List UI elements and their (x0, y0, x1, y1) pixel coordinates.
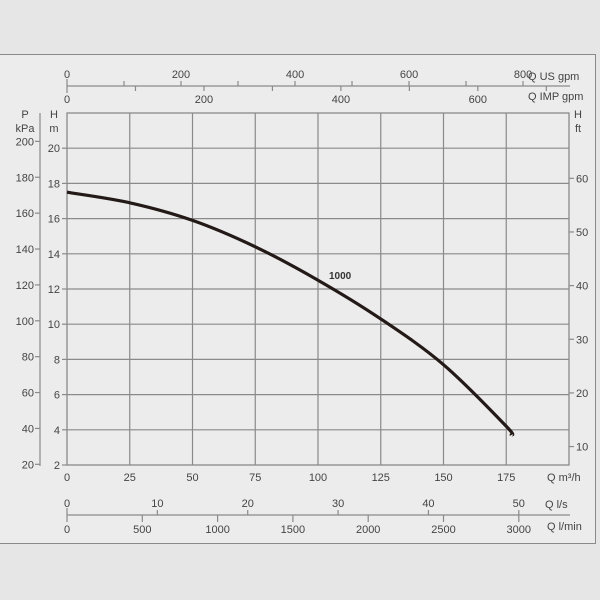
tick-label: 18 (48, 178, 60, 190)
tick-label: 0 (64, 524, 70, 536)
tick-label: 200 (16, 136, 34, 148)
tick-label: 14 (48, 249, 60, 261)
curve-label: 1000 (329, 271, 352, 282)
m-axis-unit: m (49, 123, 58, 135)
tick-label: 40 (422, 498, 434, 510)
q-imp-gpm-axis-label: Q IMP gpm (528, 91, 583, 103)
h-m-axis-title: H (50, 109, 58, 121)
tick-label: 175 (497, 472, 515, 484)
tick-label: 30 (576, 334, 588, 346)
tick-label: 2000 (356, 524, 380, 536)
tick-label: 2 (54, 460, 60, 472)
tick-label: 8 (54, 354, 60, 366)
tick-label: 10 (576, 442, 588, 454)
grid-lines (66, 112, 570, 466)
tick-label: 600 (400, 69, 418, 81)
tick-label: 140 (16, 244, 34, 256)
tick-label: 60 (576, 173, 588, 185)
tick-label: 40 (22, 423, 34, 435)
tick-label: 20 (576, 388, 588, 400)
tick-label: 16 (48, 214, 60, 226)
tick-label: 20 (22, 459, 34, 471)
tick-label: 6 (54, 390, 60, 402)
tick-label: 400 (332, 94, 350, 106)
tick-label: 30 (332, 498, 344, 510)
tick-label: 800 (514, 69, 532, 81)
q-us-gpm-axis-label: Q US gpm (528, 71, 579, 83)
tick-label: 2500 (431, 524, 455, 536)
tick-label: 50 (186, 472, 198, 484)
q-ls-axis-label: Q l/s (545, 499, 568, 511)
tick-label: 25 (124, 472, 136, 484)
tick-labels: 0 25 50 75 100 125 150 175246810121416182020406… (16, 69, 589, 536)
tick-label: 125 (372, 472, 390, 484)
tick-label: 150 (434, 472, 452, 484)
tick-label: 75 (249, 472, 261, 484)
tick-label: 100 (309, 472, 327, 484)
tick-label: 10 (151, 498, 163, 510)
p-axis-title: P (21, 109, 28, 121)
tick-label: 500 (133, 524, 151, 536)
h-ft-axis-title: H (574, 109, 582, 121)
tick-label: 40 (576, 281, 588, 293)
tick-label: 200 (195, 94, 213, 106)
tick-label: 20 (48, 143, 60, 155)
tick-label: 180 (16, 172, 34, 184)
q-m3h-axis-label: Q m³/h (547, 472, 581, 484)
tick-label: 160 (16, 208, 34, 220)
tick-label: 100 (16, 316, 34, 328)
tick-label: 0 (64, 472, 70, 484)
tick-label: 4 (54, 425, 60, 437)
tick-label: 120 (16, 280, 34, 292)
tick-label: 10 (48, 319, 60, 331)
q-lmin-axis-label: Q l/min (547, 521, 582, 533)
tick-label: 1500 (281, 524, 305, 536)
kpa-axis-unit: kPa (16, 123, 36, 135)
tick-label: 50 (576, 227, 588, 239)
tick-label: 0 (64, 94, 70, 106)
axes (35, 79, 574, 522)
tick-label: 60 (22, 388, 34, 400)
tick-label: 50 (513, 498, 525, 510)
performance-curve-1000 (66, 190, 515, 437)
tick-label: 400 (286, 69, 304, 81)
tick-label: 12 (48, 284, 60, 296)
tick-label: 0 (64, 69, 70, 81)
tick-label: 1000 (205, 524, 229, 536)
tick-label: 0 (64, 498, 70, 510)
tick-label: 600 (469, 94, 487, 106)
ft-axis-unit: ft (575, 123, 581, 135)
tick-label: 3000 (507, 524, 531, 536)
tick-label: 200 (172, 69, 190, 81)
tick-label: 20 (242, 498, 254, 510)
tick-label: 80 (22, 352, 34, 364)
